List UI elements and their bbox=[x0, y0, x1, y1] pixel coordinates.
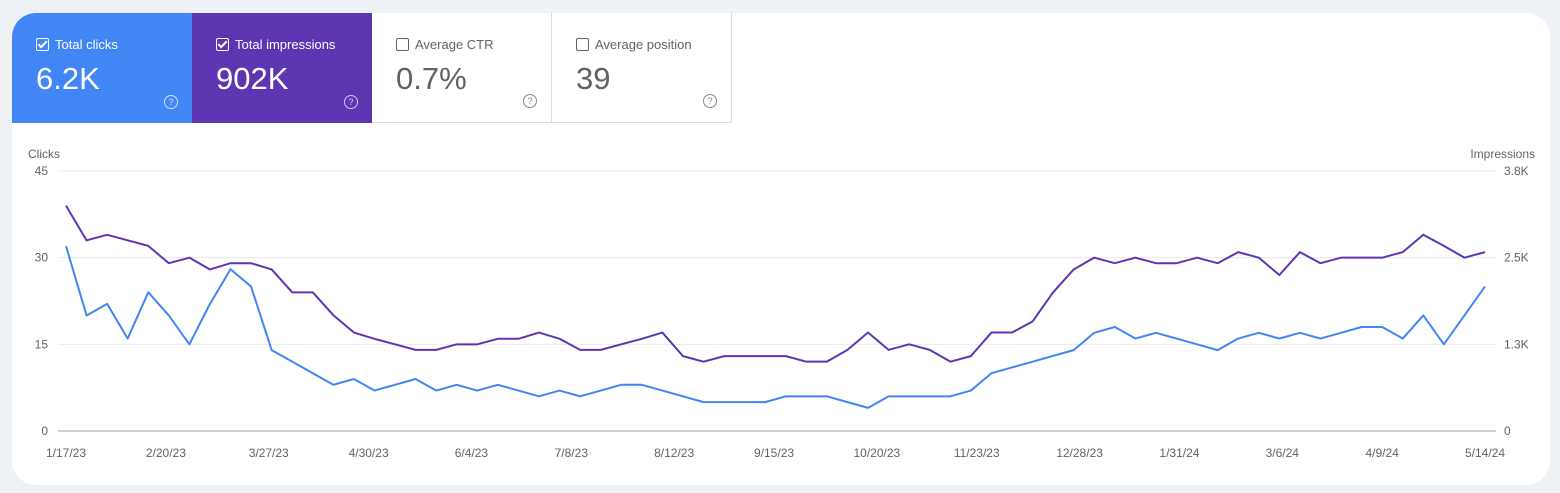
x-tick-label: 1/31/24 bbox=[1159, 446, 1199, 460]
impressions-line bbox=[65, 205, 1486, 363]
metric-tile-total-clicks[interactable]: Total clicks 6.2K ? bbox=[12, 13, 192, 123]
left-tick-label: 30 bbox=[35, 251, 49, 265]
help-icon[interactable]: ? bbox=[164, 95, 178, 109]
performance-card: Total clicks 6.2K ? Total impressions 90… bbox=[12, 13, 1550, 485]
metric-label: Total clicks bbox=[55, 37, 118, 52]
checkbox-unchecked-icon[interactable] bbox=[396, 38, 409, 51]
metric-value: 39 bbox=[576, 61, 611, 96]
metric-tiles: Total clicks 6.2K ? Total impressions 90… bbox=[12, 13, 732, 123]
metric-tile-total-impressions[interactable]: Total impressions 902K ? bbox=[192, 13, 372, 123]
left-tick-label: 15 bbox=[35, 337, 49, 351]
left-tick-label: 45 bbox=[35, 164, 49, 178]
x-tick-label: 11/23/23 bbox=[954, 446, 1000, 460]
x-tick-label: 4/30/23 bbox=[349, 446, 389, 460]
x-tick-label: 4/9/24 bbox=[1365, 446, 1399, 460]
metric-label: Total impressions bbox=[235, 37, 336, 52]
x-tick-label: 7/8/23 bbox=[555, 446, 589, 460]
help-icon[interactable]: ? bbox=[523, 94, 537, 108]
x-tick-label: 2/20/23 bbox=[146, 446, 186, 460]
x-tick-label: 9/15/23 bbox=[754, 446, 794, 460]
right-axis-label: Impressions bbox=[1470, 147, 1535, 161]
help-icon[interactable]: ? bbox=[703, 94, 717, 108]
left-tick-label: 0 bbox=[41, 424, 48, 438]
checkbox-checked-icon[interactable] bbox=[36, 38, 49, 51]
clicks-line bbox=[65, 245, 1486, 409]
x-tick-label: 3/27/23 bbox=[249, 446, 289, 460]
checkbox-unchecked-icon[interactable] bbox=[576, 38, 589, 51]
x-tick-label: 1/17/23 bbox=[46, 446, 86, 460]
right-tick-label: 0 bbox=[1504, 424, 1511, 438]
metric-value: 902K bbox=[216, 61, 289, 96]
metric-label: Average CTR bbox=[415, 37, 494, 52]
metric-label: Average position bbox=[595, 37, 692, 52]
x-tick-label: 10/20/23 bbox=[853, 446, 900, 460]
metric-tile-average-position[interactable]: Average position 39 ? bbox=[552, 13, 732, 123]
right-tick-label: 3.8K bbox=[1504, 164, 1529, 178]
left-axis-label: Clicks bbox=[28, 147, 60, 161]
right-tick-label: 2.5K bbox=[1504, 251, 1529, 265]
x-tick-label: 8/12/23 bbox=[654, 446, 694, 460]
checkbox-checked-icon[interactable] bbox=[216, 38, 229, 51]
x-tick-label: 12/28/23 bbox=[1056, 446, 1103, 460]
metric-value: 6.2K bbox=[36, 61, 100, 96]
x-tick-label: 5/14/24 bbox=[1465, 446, 1505, 460]
x-tick-label: 6/4/23 bbox=[455, 446, 489, 460]
help-icon[interactable]: ? bbox=[344, 95, 358, 109]
right-tick-label: 1.3K bbox=[1504, 337, 1529, 351]
x-tick-label: 3/6/24 bbox=[1266, 446, 1300, 460]
metric-tile-average-ctr[interactable]: Average CTR 0.7% ? bbox=[372, 13, 552, 123]
metric-value: 0.7% bbox=[396, 61, 467, 96]
